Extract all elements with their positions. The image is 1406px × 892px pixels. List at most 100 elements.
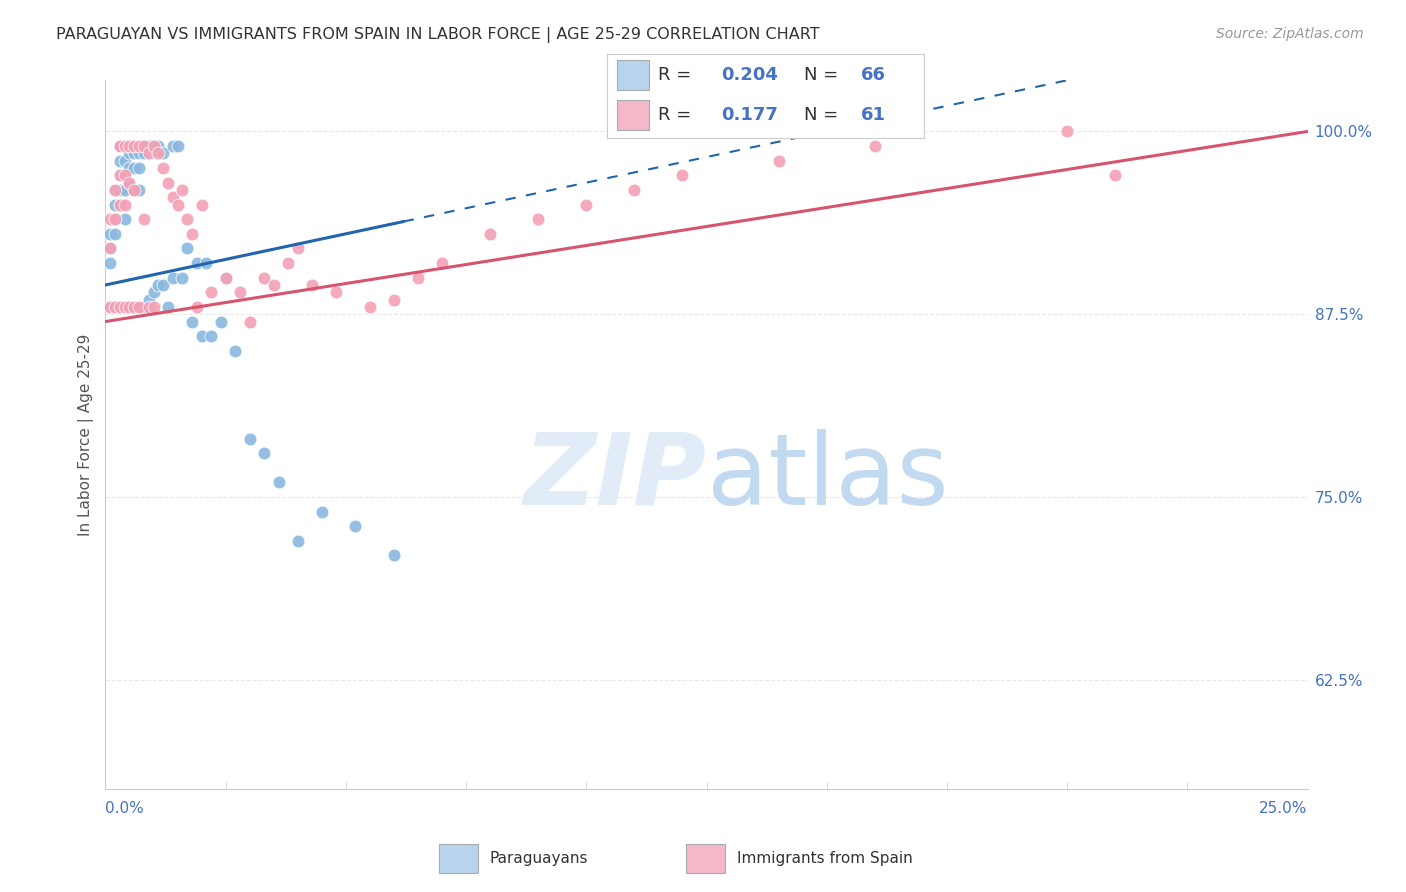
Point <box>142 300 165 314</box>
Point <box>114 139 136 153</box>
Point <box>114 169 136 183</box>
Point <box>104 227 127 241</box>
Text: atlas: atlas <box>707 429 948 526</box>
Text: Immigrants from Spain: Immigrants from Spain <box>737 851 912 866</box>
Point <box>108 197 131 211</box>
Point <box>108 153 131 168</box>
Point <box>359 300 381 314</box>
FancyBboxPatch shape <box>686 844 725 873</box>
Point <box>239 432 262 446</box>
Point <box>162 270 184 285</box>
Point <box>263 277 285 292</box>
Point <box>152 146 174 161</box>
Point <box>162 139 184 153</box>
Point <box>382 549 405 563</box>
Point <box>124 146 146 161</box>
Point <box>224 343 246 358</box>
Point <box>152 277 174 292</box>
Point <box>287 533 309 548</box>
Text: 61: 61 <box>860 105 886 123</box>
Point <box>114 153 136 168</box>
Point <box>148 146 170 161</box>
Point <box>108 169 131 183</box>
Point <box>118 161 141 175</box>
Point <box>1056 124 1078 138</box>
Point <box>124 161 146 175</box>
Point <box>479 227 502 241</box>
Point <box>104 183 127 197</box>
Point <box>98 300 121 314</box>
Text: N =: N = <box>804 66 838 84</box>
Text: 0.0%: 0.0% <box>105 801 145 816</box>
Y-axis label: In Labor Force | Age 25-29: In Labor Force | Age 25-29 <box>79 334 94 536</box>
Point <box>104 212 127 227</box>
Point <box>132 139 155 153</box>
Point <box>200 329 222 343</box>
Point <box>172 183 194 197</box>
Point <box>176 212 198 227</box>
Point <box>195 256 218 270</box>
Point <box>166 197 188 211</box>
Point <box>98 256 121 270</box>
Point <box>128 139 150 153</box>
Point <box>98 242 121 256</box>
Point <box>382 293 405 307</box>
Point <box>128 161 150 175</box>
Point <box>152 161 174 175</box>
Point <box>118 300 141 314</box>
Point <box>186 256 208 270</box>
Point <box>156 300 179 314</box>
FancyBboxPatch shape <box>439 844 478 873</box>
Text: 0.177: 0.177 <box>721 105 778 123</box>
Point <box>166 139 188 153</box>
Point <box>108 300 131 314</box>
Point <box>148 139 170 153</box>
Point <box>114 139 136 153</box>
Point <box>162 190 184 204</box>
Point <box>142 139 165 153</box>
FancyBboxPatch shape <box>617 61 648 90</box>
Point <box>108 169 131 183</box>
Point <box>623 183 645 197</box>
Point <box>172 270 194 285</box>
Point <box>239 314 262 328</box>
Point <box>138 293 160 307</box>
Point <box>118 300 141 314</box>
Point <box>156 176 179 190</box>
Point <box>132 146 155 161</box>
Point <box>325 285 347 300</box>
Point <box>229 285 252 300</box>
Point <box>118 176 141 190</box>
Point <box>124 139 146 153</box>
Point <box>104 197 127 211</box>
Text: Source: ZipAtlas.com: Source: ZipAtlas.com <box>1216 27 1364 41</box>
Point <box>108 300 131 314</box>
Point <box>108 139 131 153</box>
Point <box>128 183 150 197</box>
Point <box>124 300 146 314</box>
Point <box>114 212 136 227</box>
Point <box>132 212 155 227</box>
Point <box>98 227 121 241</box>
Point <box>124 139 146 153</box>
Point <box>209 314 232 328</box>
Point <box>863 139 886 153</box>
Point <box>138 146 160 161</box>
Point <box>181 314 204 328</box>
Point <box>114 169 136 183</box>
Point <box>287 242 309 256</box>
Point <box>138 300 160 314</box>
Point <box>344 519 367 533</box>
Point <box>114 300 136 314</box>
Point <box>114 183 136 197</box>
Point <box>98 212 121 227</box>
Point <box>104 300 127 314</box>
Point <box>132 300 155 314</box>
Point <box>200 285 222 300</box>
Point <box>575 197 598 211</box>
Point <box>118 176 141 190</box>
Point <box>214 270 236 285</box>
Point <box>114 197 136 211</box>
Point <box>181 227 204 241</box>
Point <box>190 197 212 211</box>
